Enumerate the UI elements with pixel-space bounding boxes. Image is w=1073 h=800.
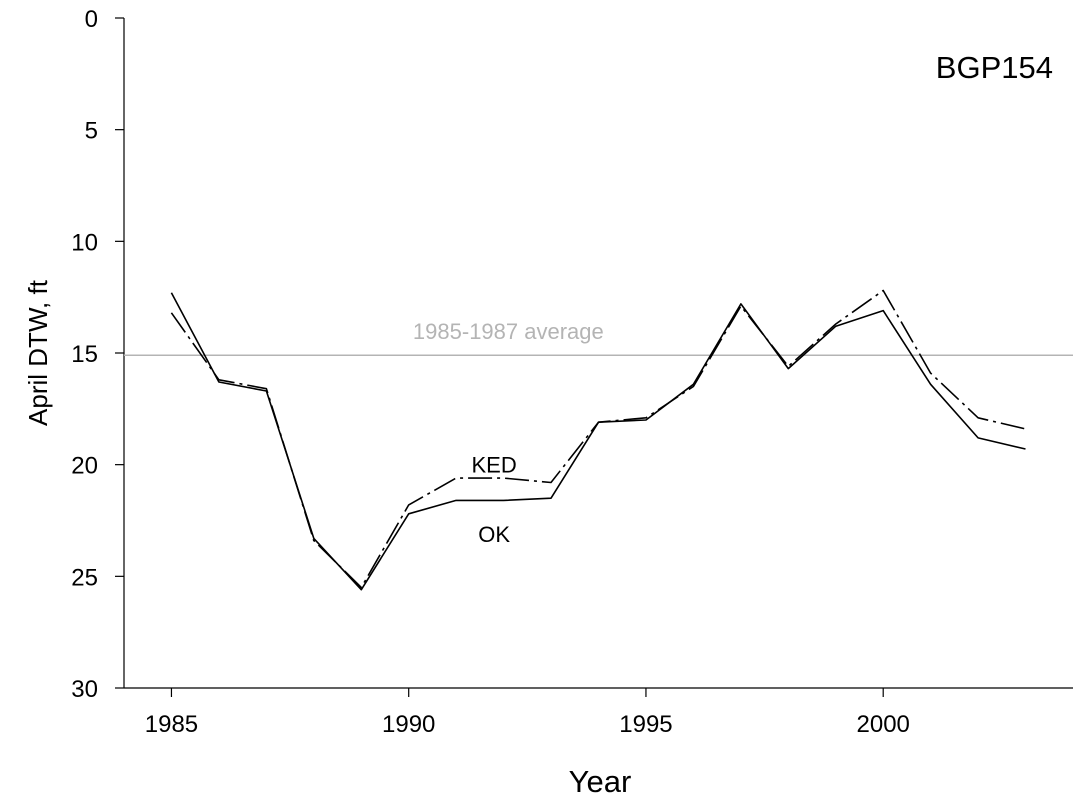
- series-label-ok: OK: [478, 522, 510, 547]
- y-tick-label: 25: [71, 564, 98, 591]
- chart-title: BGP154: [936, 50, 1053, 85]
- x-axis-label: Year: [569, 764, 632, 799]
- reference-line-label: 1985-1987 average: [413, 319, 604, 344]
- y-tick-label: 5: [85, 118, 98, 145]
- y-tick-label: 30: [71, 676, 98, 703]
- reference-line-group: 1985-1987 average: [124, 319, 1073, 356]
- x-tick-label: 1985: [145, 711, 198, 738]
- x-tick-label: 2000: [857, 711, 910, 738]
- x-tick-label: 1995: [619, 711, 672, 738]
- y-tick-label: 20: [71, 453, 98, 480]
- series-label-ked: KED: [471, 453, 516, 478]
- series-group: [170, 289, 1026, 591]
- y-ticks: 0 5 10 15 20 25 30: [71, 6, 124, 703]
- annotations: KED OK: [471, 453, 516, 547]
- series-line-ked: [170, 289, 1026, 589]
- y-axis-label: April DTW, ft: [23, 279, 53, 426]
- y-tick-label: 15: [71, 341, 98, 368]
- x-tick-label: 1990: [382, 711, 435, 738]
- x-ticks: 1985 1990 1995 2000: [145, 688, 910, 738]
- y-tick-label: 0: [85, 6, 98, 33]
- y-tick-label: 10: [71, 229, 98, 256]
